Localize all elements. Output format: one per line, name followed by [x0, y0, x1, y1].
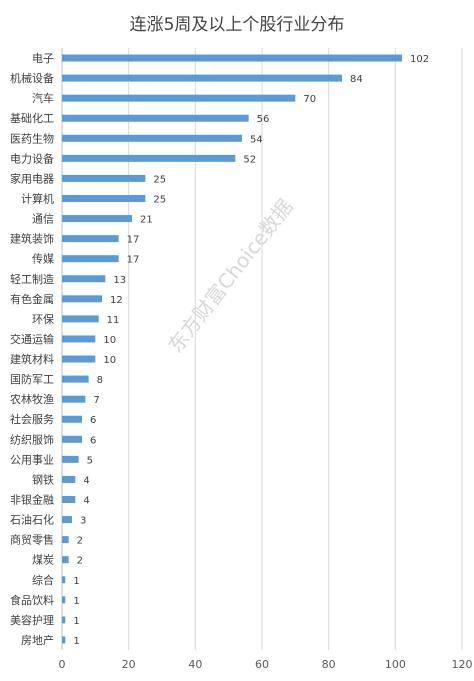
bar: [62, 355, 96, 363]
x-tick-label: 20: [122, 658, 136, 671]
category-label: 机械设备: [10, 71, 54, 85]
category-label: 电子: [32, 52, 54, 65]
value-label: 2: [77, 536, 83, 547]
category-label: 综合: [32, 573, 54, 587]
category-label: 房地产: [21, 633, 54, 647]
x-tick-label: 60: [255, 658, 269, 671]
category-label: 交通运输: [10, 332, 54, 346]
category-label: 非银金融: [10, 493, 54, 507]
category-label: 纺织服饰: [10, 432, 54, 446]
category-label: 建筑材料: [10, 352, 54, 366]
bar: [62, 154, 236, 162]
bar: [62, 215, 132, 223]
bar: [62, 455, 79, 463]
bar: [62, 435, 82, 443]
category-label: 有色金属: [10, 292, 54, 306]
bar: [62, 275, 106, 283]
value-label: 12: [110, 295, 123, 306]
value-label: 5: [87, 455, 93, 466]
value-label: 84: [350, 74, 363, 85]
value-label: 25: [153, 174, 166, 185]
category-label: 环保: [32, 312, 54, 326]
bar: [62, 596, 66, 604]
category-label: 医药生物: [10, 131, 54, 145]
bar: [62, 556, 69, 564]
category-label: 计算机: [21, 192, 54, 206]
category-label: 公用事业: [10, 453, 54, 466]
bar: [62, 536, 69, 544]
bar: [62, 576, 66, 584]
value-label: 10: [103, 355, 116, 366]
category-label: 美容护理: [10, 613, 54, 627]
value-label: 4: [83, 475, 89, 486]
bar: [62, 415, 82, 423]
bar: [62, 335, 96, 343]
bar: [62, 235, 119, 243]
category-label: 煤炭: [32, 554, 54, 567]
value-label: 56: [257, 114, 270, 125]
bar: [62, 134, 242, 142]
category-label: 国防军工: [10, 372, 54, 386]
value-label: 1: [73, 596, 79, 607]
value-label: 2: [77, 556, 83, 567]
category-label: 钢铁: [32, 473, 54, 486]
bar: [62, 616, 66, 624]
value-label: 7: [93, 395, 99, 406]
bar: [62, 174, 146, 182]
value-label: 70: [303, 94, 316, 105]
bar: [62, 54, 402, 62]
bar: [62, 516, 72, 524]
category-label: 食品饮料: [10, 593, 54, 607]
bar: [62, 395, 86, 403]
bar: [62, 636, 66, 644]
value-label: 54: [250, 134, 263, 145]
x-tick-label: 100: [385, 658, 406, 671]
category-label: 汽车: [32, 91, 54, 105]
bar: [62, 114, 249, 122]
bar: [62, 475, 76, 483]
value-label: 8: [97, 375, 103, 386]
category-label: 电力设备: [10, 151, 54, 165]
category-label: 石油石化: [10, 513, 54, 527]
value-label: 6: [90, 415, 96, 426]
value-label: 3: [80, 516, 86, 527]
category-label: 家用电器: [10, 171, 54, 185]
value-label: 25: [153, 195, 166, 206]
value-label: 17: [127, 235, 140, 246]
value-label: 21: [140, 215, 153, 226]
value-label: 11: [107, 315, 120, 326]
x-tick-label: 120: [452, 658, 473, 671]
value-label: 10: [103, 335, 116, 346]
value-label: 6: [90, 435, 96, 446]
category-label: 农林牧渔: [10, 392, 54, 406]
bar: [62, 74, 342, 82]
value-label: 1: [73, 616, 79, 627]
category-label: 通信: [32, 213, 54, 226]
bar: [62, 375, 89, 383]
bar: [62, 315, 99, 323]
value-label: 4: [83, 496, 89, 507]
category-label: 建筑装饰: [10, 232, 54, 246]
category-label: 轻工制造: [10, 272, 54, 286]
category-label: 基础化工: [10, 111, 54, 125]
category-label: 商贸零售: [10, 533, 54, 547]
bar: [62, 195, 146, 202]
chart-title: 连涨5周及以上个股行业分布: [129, 15, 345, 35]
x-tick-label: 80: [322, 658, 336, 671]
value-label: 17: [127, 255, 140, 266]
x-tick-label: 0: [59, 658, 66, 671]
value-label: 1: [73, 576, 79, 587]
value-label: 52: [243, 154, 256, 165]
bar: [62, 295, 102, 303]
bar: [62, 94, 296, 102]
category-label: 传媒: [32, 253, 54, 266]
bar: [62, 496, 76, 503]
category-label: 社会服务: [10, 412, 54, 426]
value-label: 13: [113, 275, 126, 286]
bar: [62, 255, 119, 263]
x-tick-label: 40: [188, 658, 202, 671]
value-label: 1: [73, 636, 79, 647]
value-label: 102: [410, 54, 429, 65]
